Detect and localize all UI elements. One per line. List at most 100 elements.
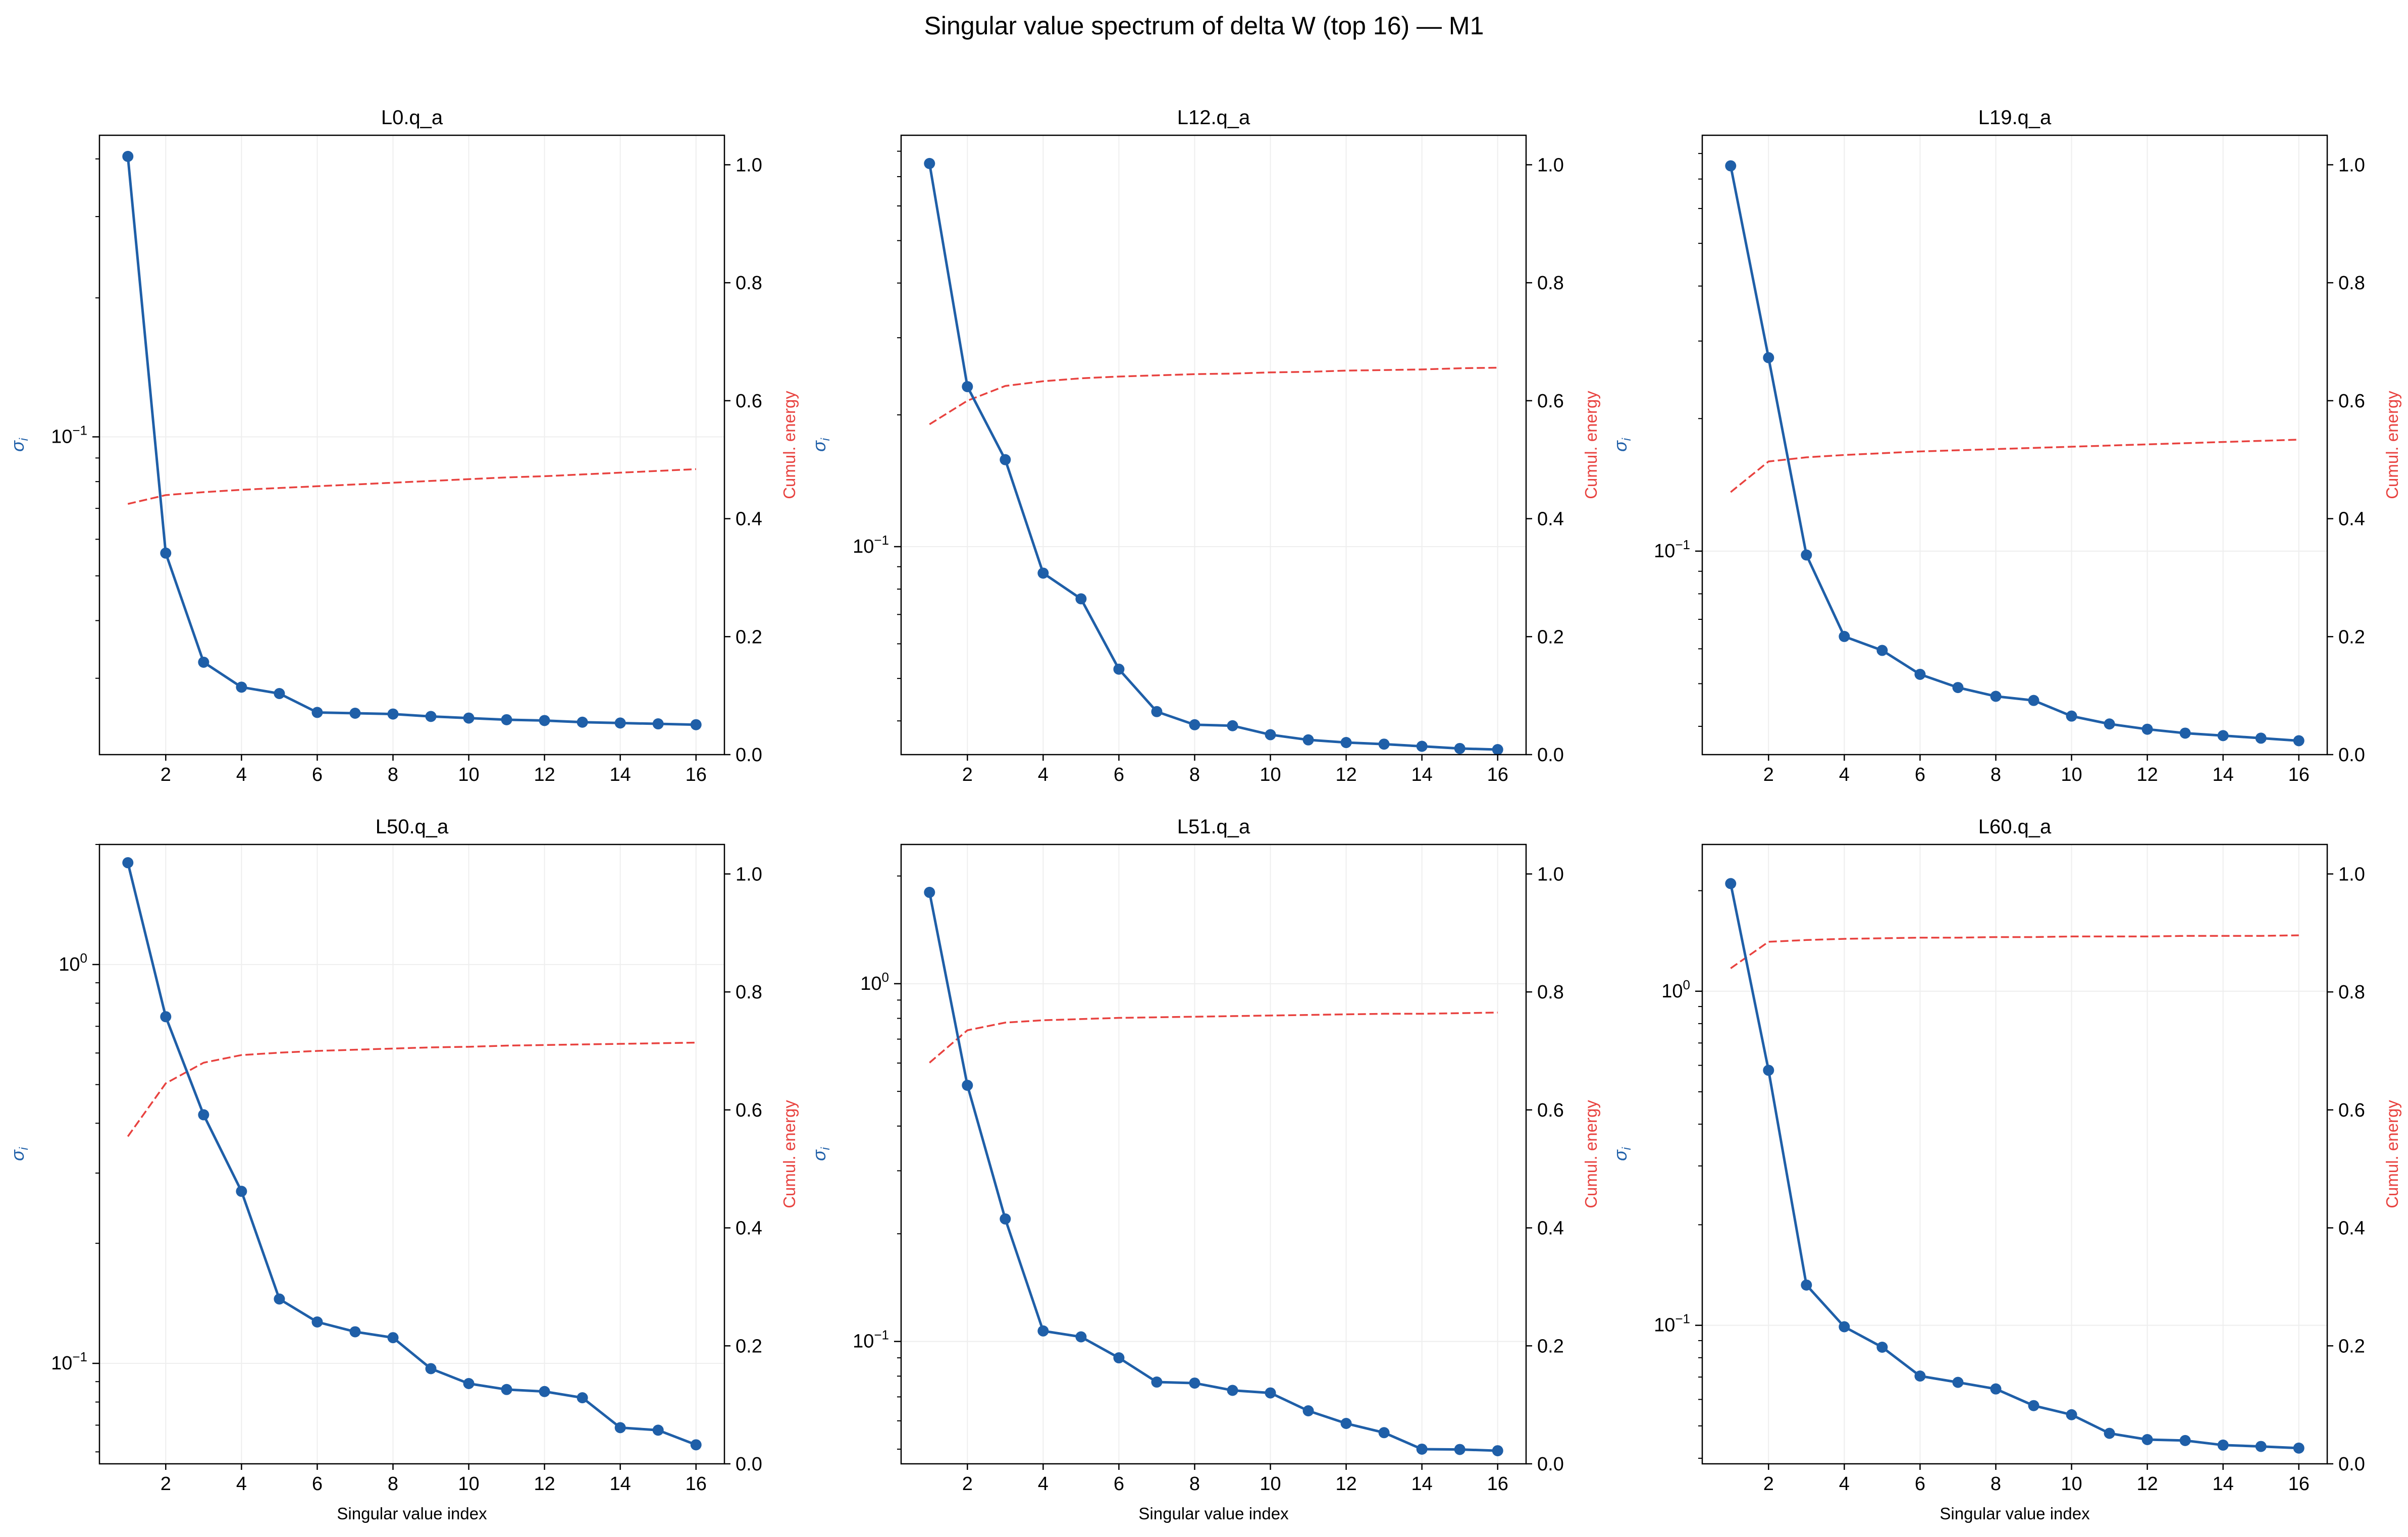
sigma-point [1113, 1352, 1125, 1364]
x-tick-label: 10 [458, 764, 479, 785]
y-right-tick-label: 0.2 [1537, 1336, 1564, 1357]
sigma-point [1075, 593, 1087, 605]
x-tick-label: 10 [458, 1473, 479, 1495]
x-tick-label: 4 [1839, 764, 1850, 785]
sigma-point [1876, 1341, 1888, 1353]
sigma-point [1378, 738, 1390, 750]
sigma-point [1454, 743, 1465, 754]
y-right-axis-label: Cumul. energy [1582, 1100, 1600, 1208]
sigma-point [311, 1316, 323, 1328]
x-tick-label: 10 [1260, 1473, 1281, 1495]
x-tick-label: 4 [1038, 1473, 1049, 1495]
sigma-point [962, 1080, 973, 1091]
y-right-axis-label: Cumul. energy [780, 391, 799, 499]
x-tick-label: 14 [2213, 764, 2234, 785]
sigma-point [962, 381, 973, 392]
subplot-L0-q_a: 2 4 6 8 10 12 14 1610−10.00.20.40.60.81.0L0.q_a… [7, 107, 799, 785]
sigma-line [126, 156, 696, 726]
y-right-tick-label: 1.0 [2338, 154, 2365, 176]
y-right-axis-label: Cumul. energy [2383, 391, 2401, 499]
subplot-title: L19.q_a [1978, 107, 2052, 129]
x-tick-label: 4 [236, 764, 247, 785]
x-axis-label: Singular value index [1138, 1504, 1289, 1523]
sigma-point [1492, 744, 1503, 756]
x-tick-label: 12 [1335, 764, 1356, 785]
y-right-tick-label: 0.2 [2338, 626, 2365, 648]
y-axis-label: σi [7, 1147, 31, 1161]
x-tick-label: 2 [1763, 1473, 1774, 1495]
sigma-point [236, 1186, 247, 1197]
sigma-point [1340, 737, 1352, 749]
cumulative-energy-line [127, 468, 696, 505]
y-right-tick-label: 0.0 [2338, 745, 2365, 766]
sigma-point [1914, 668, 1926, 680]
y-right-tick-label: 0.2 [2338, 1336, 2365, 1357]
sigma-point [2066, 1409, 2077, 1420]
sigma-point [614, 717, 626, 729]
sigma-point [198, 1109, 210, 1121]
sigma-point [1189, 719, 1200, 730]
x-tick-label: 14 [610, 1473, 631, 1495]
sigma-point [274, 1293, 285, 1305]
sigma-point [2293, 1442, 2305, 1454]
sigma-point [1416, 740, 1428, 752]
sigma-point [425, 1363, 437, 1374]
sigma-point [690, 1439, 702, 1451]
sigma-point [577, 1392, 588, 1404]
y-axis-label: σi [1610, 1147, 1634, 1161]
sigma-point [2028, 1400, 2039, 1411]
sigma-point [501, 1384, 512, 1395]
sigma-point [349, 708, 361, 719]
subplot-L12-q_a: 2 4 6 8 10 12 14 1610−10.00.20.40.60.81.0L12.q_… [809, 107, 1600, 785]
plot-frame [1701, 134, 2328, 756]
x-tick-label: 4 [1038, 764, 1049, 785]
x-tick-label: 14 [2213, 1473, 2234, 1495]
sigma-point [1990, 691, 2002, 702]
x-tick-label: 10 [2061, 764, 2082, 785]
y-right-tick-label: 0.2 [736, 1336, 762, 1357]
y-right-tick-label: 0.4 [736, 509, 762, 530]
x-tick-label: 16 [1487, 1473, 1508, 1495]
x-tick-label: 12 [1335, 1473, 1356, 1495]
cumulative-energy-line [127, 1041, 696, 1137]
y-right-axis-label: Cumul. energy [780, 1100, 799, 1208]
y-right-axis-label: Cumul. energy [1582, 391, 1600, 499]
y-right-tick-label: 1.0 [1537, 154, 1564, 176]
sigma-point [2179, 1435, 2191, 1446]
y-right-tick-label: 0.0 [2338, 1454, 2365, 1475]
x-tick-label: 12 [534, 764, 555, 785]
y-right-tick-label: 0.4 [2338, 1218, 2365, 1239]
sigma-point [2104, 718, 2115, 730]
x-tick-label: 10 [1260, 764, 1281, 785]
sigma-point [236, 681, 247, 693]
sigma-line [928, 163, 1498, 751]
x-tick-label: 8 [1991, 764, 2001, 785]
sigma-point [1302, 1405, 1314, 1416]
sigma-point [274, 687, 285, 699]
subplot-L51-q_a: 2 4 6 8 10 12 14 1610−11000.00.20.40.60.81.0L51… [809, 816, 1600, 1523]
y-right-tick-label: 1.0 [736, 154, 762, 176]
x-tick-label: 2 [962, 764, 973, 785]
y-right-tick-label: 0.4 [2338, 509, 2365, 530]
sigma-line [1729, 166, 2299, 742]
cumulative-energy-line [1730, 934, 2299, 969]
subplot-L50-q_a: 2 4 6 8 10 12 14 1610−11000.00.20.40.60.81.0L50… [7, 816, 799, 1523]
subplot-title: L60.q_a [1978, 816, 2052, 838]
sigma-point [614, 1422, 626, 1434]
y-axis-label: σi [809, 1147, 832, 1161]
subplot-L60-q_a: 2 4 6 8 10 12 14 1610−11000.00.20.40.60.81.0L60… [1610, 816, 2401, 1523]
sigma-point [924, 157, 935, 169]
y-right-tick-label: 0.6 [2338, 1100, 2365, 1121]
x-tick-label: 6 [1915, 1473, 1925, 1495]
sigma-point [1340, 1418, 1352, 1429]
y-right-tick-label: 0.2 [736, 626, 762, 648]
sigma-point [1189, 1377, 1200, 1389]
x-tick-label: 8 [388, 1473, 398, 1495]
plot-frame [900, 134, 1527, 756]
sigma-point [1416, 1443, 1428, 1455]
y-right-tick-label: 0.6 [736, 1100, 762, 1121]
sigma-line [1729, 883, 2299, 1450]
x-tick-label: 6 [1114, 764, 1124, 785]
sigma-point [1492, 1445, 1503, 1457]
x-axis-label: Singular value index [337, 1504, 487, 1523]
